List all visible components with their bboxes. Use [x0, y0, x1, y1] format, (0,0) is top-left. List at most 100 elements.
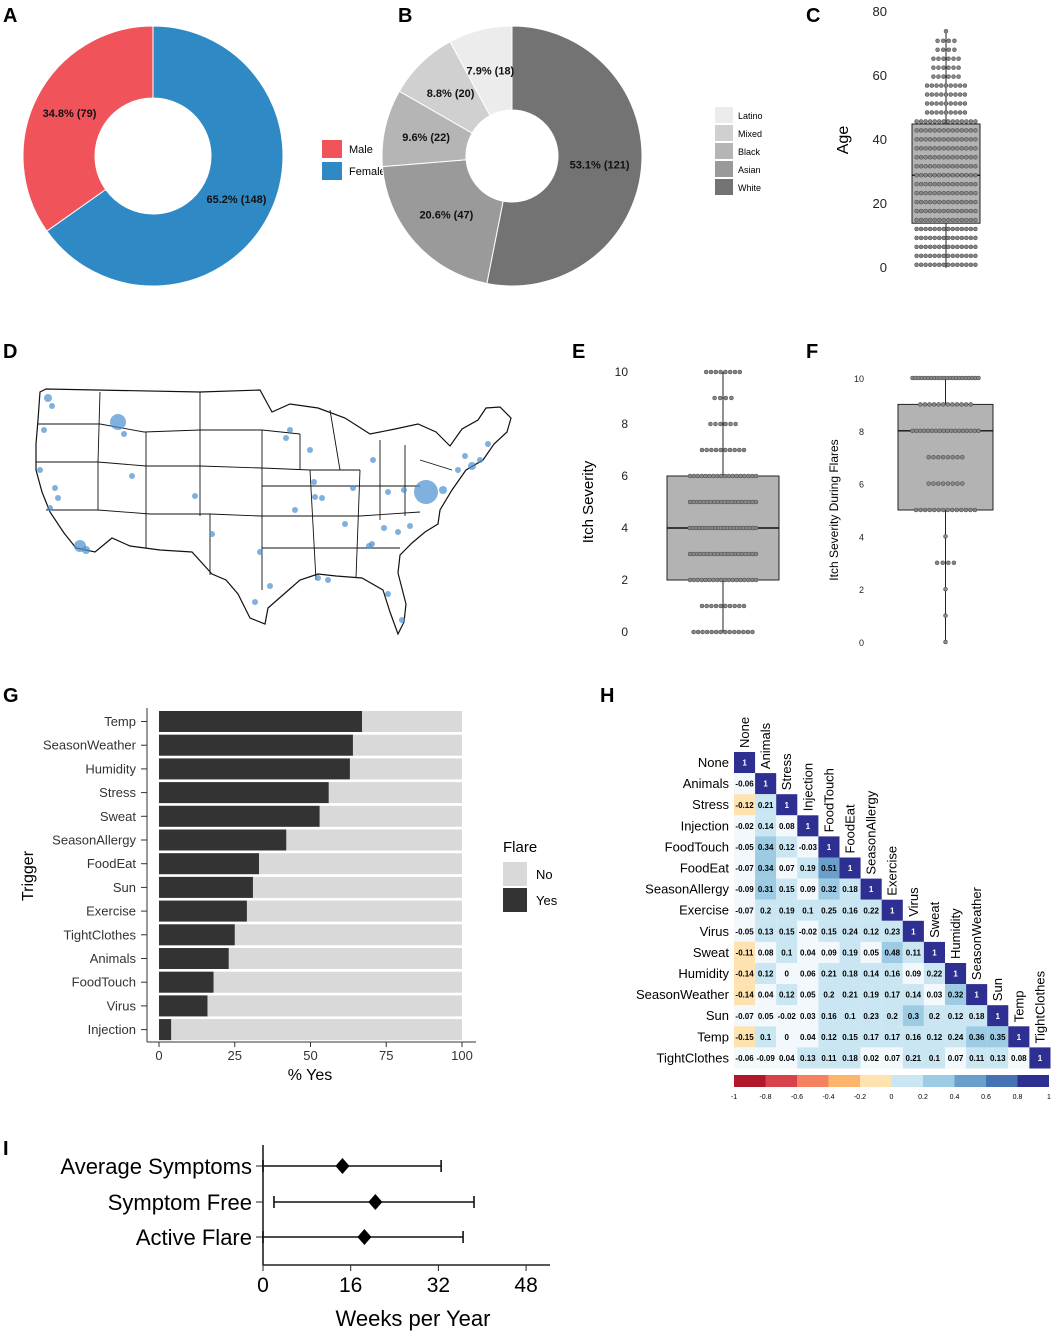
data-point — [964, 146, 969, 151]
data-point — [964, 235, 969, 241]
heatmap-cell-value: 1 — [911, 927, 916, 936]
heatmap-cell — [839, 1047, 861, 1069]
map-point — [37, 467, 43, 473]
data-point — [973, 208, 978, 214]
scale-swatch — [734, 1075, 766, 1087]
heatmap-cell-value: -0.06 — [735, 1054, 754, 1063]
heatmap-cell — [881, 941, 903, 963]
data-point — [918, 155, 924, 160]
legend-label-mixed: Mixed — [738, 129, 762, 139]
data-point — [923, 217, 928, 223]
data-point — [918, 402, 923, 407]
data-point — [918, 244, 924, 250]
heatmap-cell — [839, 857, 861, 879]
data-point — [749, 473, 755, 479]
heatmap-cell-value: 0.34 — [758, 864, 774, 873]
heatmap-cell-value: 0.11 — [906, 948, 922, 957]
map-point — [82, 546, 90, 554]
data-point — [709, 447, 714, 453]
data-point — [957, 110, 963, 115]
data-point — [955, 226, 960, 232]
heatmap-cell — [860, 941, 882, 963]
bar-yes-seasonweather — [159, 734, 353, 756]
data-point — [946, 155, 951, 160]
heatmap-cell-value: 0.31 — [758, 885, 774, 894]
data-point — [941, 163, 946, 169]
data-point — [932, 137, 937, 142]
y-tick-label: 40 — [873, 132, 887, 147]
data-point — [964, 217, 969, 223]
legend-label-black: Black — [738, 147, 761, 157]
heatmap-cell — [860, 984, 882, 1006]
heatmap-cell — [755, 941, 777, 963]
data-point — [914, 146, 919, 151]
map-point — [52, 485, 58, 491]
data-point — [968, 253, 974, 259]
y-tick-label: 6 — [859, 480, 864, 490]
heatmap-cell — [818, 1026, 840, 1048]
data-point — [959, 226, 965, 232]
heatmap-cell — [797, 920, 819, 942]
data-point — [923, 119, 928, 124]
data-point — [963, 507, 969, 513]
column-label: Animals — [758, 722, 773, 769]
data-point — [922, 402, 928, 407]
heatmap-cell-value: 0.32 — [821, 885, 837, 894]
data-point — [914, 119, 919, 124]
data-point — [914, 226, 919, 232]
data-point — [939, 83, 944, 88]
heatmap-cell-value: 0.19 — [779, 906, 795, 915]
heatmap-cell — [902, 1005, 924, 1027]
heatmap-cell-value: 1 — [806, 822, 811, 831]
x-tick-label: 32 — [427, 1274, 450, 1297]
data-point — [691, 577, 697, 583]
data-point — [932, 163, 937, 169]
panel-label-i: I — [3, 1138, 9, 1160]
heatmap-cell — [755, 984, 777, 1006]
scale-swatch — [986, 1075, 1018, 1087]
data-point — [714, 577, 720, 583]
data-point — [704, 629, 710, 635]
data-point — [960, 481, 965, 486]
heatmap-cell-value: 0.07 — [779, 864, 795, 873]
scale-tick-label: 0.2 — [918, 1094, 928, 1101]
heatmap-cell — [860, 920, 882, 942]
map-point — [315, 575, 321, 581]
data-point — [968, 402, 973, 407]
data-point — [918, 262, 924, 268]
heatmap-cell-value: -0.07 — [735, 864, 754, 873]
heatmap-cell — [797, 963, 819, 985]
data-point — [943, 28, 949, 34]
y-tick-label: 80 — [873, 4, 887, 19]
heatmap-cell-value: 0.15 — [821, 927, 837, 936]
data-point — [726, 577, 732, 583]
data-point — [940, 481, 946, 486]
column-label: SeasonAllergy — [864, 790, 879, 874]
data-point — [950, 454, 955, 460]
heatmap-cell — [755, 773, 777, 795]
category-label: Sun — [113, 880, 136, 895]
bar-yes-animals — [159, 948, 229, 969]
data-point — [936, 244, 942, 250]
data-point — [946, 74, 951, 79]
data-point — [952, 47, 957, 53]
category-label: Stress — [99, 785, 136, 800]
data-point — [924, 83, 930, 88]
legend-swatch-latino — [715, 107, 733, 123]
heatmap-cell — [734, 878, 756, 900]
data-point — [946, 190, 951, 196]
box-iqr — [911, 123, 981, 224]
data-point — [695, 577, 701, 583]
data-point — [941, 146, 946, 151]
data-point — [936, 262, 942, 268]
data-point — [927, 217, 933, 223]
data-point — [968, 199, 974, 205]
heatmap-cell — [966, 1026, 988, 1048]
data-point — [950, 226, 956, 232]
data-point — [941, 137, 946, 142]
data-point — [943, 639, 948, 645]
data-point — [923, 262, 928, 268]
data-point — [929, 83, 935, 88]
heatmap-cell-value: 0.19 — [800, 864, 816, 873]
